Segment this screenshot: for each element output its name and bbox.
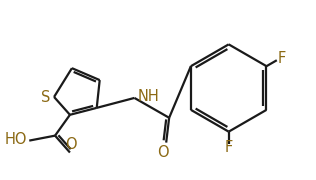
- Text: S: S: [41, 90, 51, 105]
- Text: F: F: [278, 51, 286, 66]
- Text: F: F: [225, 140, 233, 155]
- Text: O: O: [65, 136, 77, 152]
- Text: NH: NH: [137, 89, 159, 104]
- Text: O: O: [157, 145, 169, 160]
- Text: HO: HO: [5, 132, 27, 147]
